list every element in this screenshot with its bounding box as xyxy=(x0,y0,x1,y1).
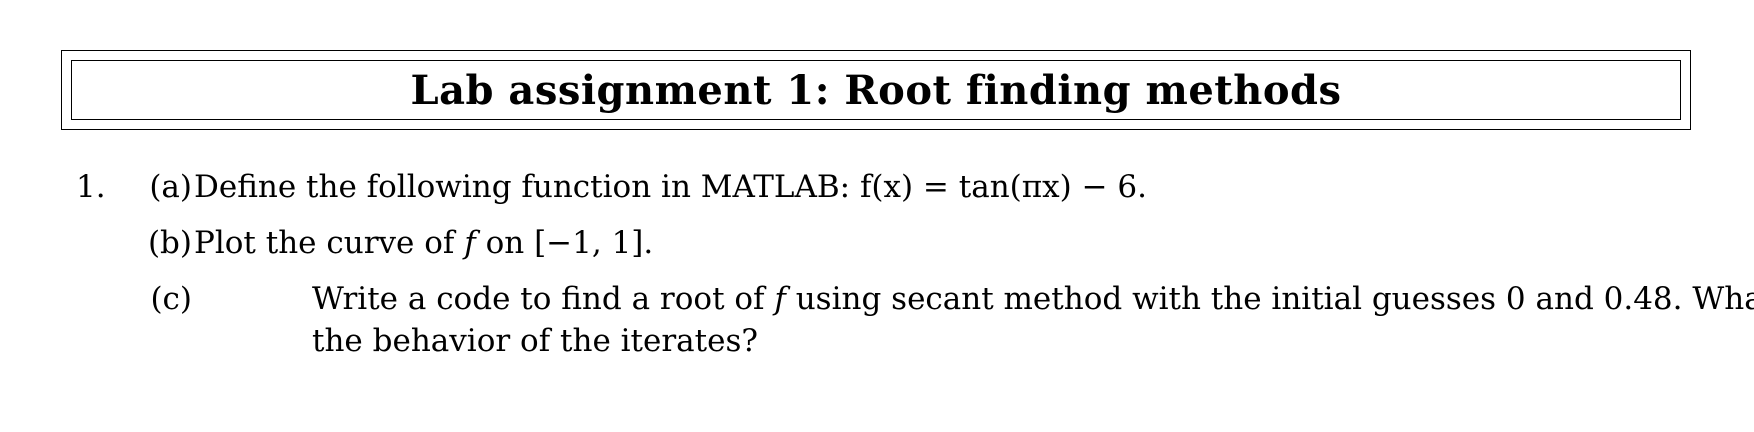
title-frame-inner: Lab assignment 1: Root finding methods xyxy=(71,60,1681,120)
part-text-a: Define the following function in MATLAB:… xyxy=(194,166,1734,208)
part-b-text: Plot the curve of xyxy=(194,225,465,261)
part-text-c: Write a code to find a root of f using s… xyxy=(312,278,1754,362)
part-b-interval: [−1, 1] xyxy=(534,225,644,261)
part-label-a: (a) xyxy=(149,169,192,205)
part-a-text: Define the following function in MATLAB: xyxy=(194,169,860,205)
part-c-text: Write a code to find a root of xyxy=(312,281,775,317)
title-frame-outer: Lab assignment 1: Root finding methods xyxy=(61,50,1691,130)
part-c-text2: using secant method with the initial gue… xyxy=(312,281,1754,359)
part-b-function-var: f xyxy=(464,225,476,261)
problem-part-b: (b) Plot the curve of f on [−1, 1]. xyxy=(76,222,1686,278)
part-a-tail: . xyxy=(1137,169,1147,205)
part-c-function-var: f xyxy=(774,281,786,317)
part-label-c: (c) xyxy=(150,281,192,317)
part-b-text2: on xyxy=(475,225,535,261)
problem-list: 1. (a) Define the following function in … xyxy=(76,166,1754,362)
page-title: Lab assignment 1: Root finding methods xyxy=(410,66,1342,114)
problem-number: 1. xyxy=(76,169,106,205)
part-b-tail: . xyxy=(643,225,654,261)
part-text-b: Plot the curve of f on [−1, 1]. xyxy=(194,222,1734,264)
problem-part-a: 1. (a) Define the following function in … xyxy=(76,166,1686,222)
problem-part-c: (c) Write a code to find a root of f usi… xyxy=(76,278,1754,362)
part-a-formula: f(x) = tan(πx) − 6 xyxy=(859,169,1138,205)
part-label-b: (b) xyxy=(147,225,192,261)
